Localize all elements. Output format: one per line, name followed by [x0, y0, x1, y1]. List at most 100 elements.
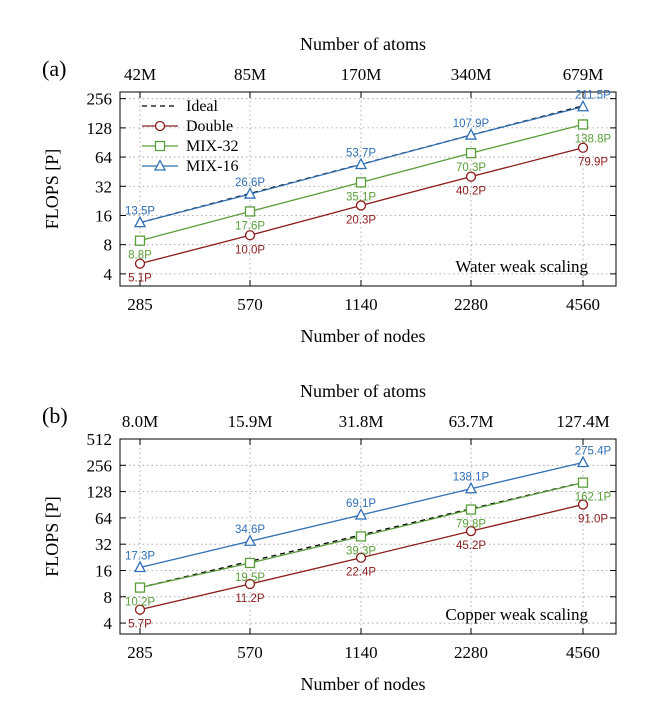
y-tick-label: 4 — [104, 614, 113, 633]
x-top-tick-label: 127.4M — [556, 412, 609, 431]
data-point-mix32 — [465, 504, 477, 515]
data-point-double — [355, 200, 367, 211]
data-label-double: 91.0P — [578, 514, 608, 526]
data-point-double — [244, 230, 256, 241]
data-label-mix32: 8.8P — [128, 250, 152, 262]
x-top-tick-label: 8.0M — [122, 412, 158, 431]
chart-panel-a: 285 42M 570 85M 1140 170M 2280 340M 4560 679M 4 8 16… — [42, 34, 617, 346]
data-label-double: 20.3P — [346, 214, 376, 226]
panel-label: (a) — [42, 56, 66, 81]
y-axis-title: FLOPS [P] — [42, 149, 62, 230]
plot-frame — [119, 91, 617, 287]
y-tick-label: 32 — [95, 177, 112, 196]
x-tick-label: 2280 — [454, 295, 488, 314]
data-point-mix32 — [244, 557, 256, 569]
x-top-tick-label: 170M — [341, 65, 382, 84]
data-point-double — [577, 499, 589, 510]
data-label-mix32: 10.2P — [125, 597, 155, 609]
x-axis-title: Number of nodes — [301, 674, 426, 694]
data-point-double — [355, 552, 367, 563]
data-label-mix16: 13.5P — [125, 206, 155, 218]
y-tick-label: 16 — [95, 206, 112, 225]
y-tick-label: 32 — [95, 535, 112, 554]
x-tick-label: 570 — [237, 295, 263, 314]
y-tick-label: 16 — [95, 561, 112, 580]
x-tick-label: 4560 — [566, 643, 600, 662]
data-point-mix32 — [465, 147, 477, 159]
data-label-mix16: 211.5P — [575, 90, 611, 102]
data-label-mix16: 107.9P — [453, 118, 490, 130]
data-point-mix16 — [354, 508, 368, 520]
x-top-tick-label: 85M — [234, 65, 266, 84]
data-point-mix32 — [134, 582, 146, 593]
y-tick-label: 64 — [95, 509, 113, 528]
legend-label-double: Double — [186, 118, 233, 135]
data-label-double: 45.2P — [456, 540, 486, 552]
data-point-mix16 — [464, 128, 478, 140]
data-point-mix16 — [576, 99, 590, 112]
data-label-mix16: 17.3P — [125, 551, 155, 563]
x-top-tick-label: 679M — [563, 65, 604, 84]
x-tick-label: 285 — [127, 643, 153, 662]
data-label-double: 5.7P — [128, 619, 152, 631]
y-tick-label: 512 — [87, 430, 113, 449]
data-point-double — [244, 578, 256, 590]
plot-frame — [119, 438, 617, 635]
data-label-double: 10.0P — [235, 244, 265, 256]
x-top-tick-label: 15.9M — [228, 412, 273, 431]
data-label-double: 22.4P — [346, 567, 376, 579]
y-tick-label: 4 — [104, 265, 113, 284]
data-label-mix32: 138.8P — [575, 133, 612, 145]
data-label-mix16: 69.1P — [346, 498, 376, 510]
data-label-mix32: 70.3P — [456, 162, 486, 174]
data-point-mix32 — [134, 235, 146, 246]
data-label-mix32: 79.8P — [456, 519, 486, 531]
data-point-double — [577, 142, 589, 153]
legend: Ideal Double MIX-32 MIX-16 — [142, 98, 238, 175]
data-label-mix32: 17.6P — [235, 220, 265, 232]
data-point-mix16 — [133, 560, 147, 573]
data-label-mix32: 162.1P — [575, 492, 612, 504]
data-point-mix32 — [244, 206, 256, 217]
legend-label-ideal: Ideal — [186, 98, 219, 115]
data-point-mix16 — [243, 187, 257, 199]
data-point-double — [465, 525, 477, 537]
data-label-double: 5.1P — [128, 273, 152, 285]
x-tick-label: 4560 — [566, 295, 600, 314]
chart-panel-b: 285 8.0M 570 15.9M 1140 31.8M 2280 63.7M 4560 127… — [42, 381, 617, 694]
data-label-double: 11.2P — [235, 593, 265, 605]
x-top-tick-label: 340M — [451, 65, 492, 84]
data-point-mix16 — [133, 215, 147, 228]
x-tick-label: 1140 — [344, 643, 377, 662]
x-tick-label: 2280 — [454, 643, 488, 662]
x-tick-label: 1140 — [344, 295, 377, 314]
data-label-mix32: 39.3P — [346, 545, 376, 557]
data-label-mix16: 138.1P — [453, 472, 490, 484]
data-label-mix32: 35.1P — [346, 191, 376, 203]
data-point-mix32 — [577, 119, 589, 130]
legend-marker-mix16 — [153, 159, 167, 171]
legend-marker-double — [154, 120, 166, 132]
y-tick-label: 256 — [87, 90, 113, 109]
data-point-mix32 — [577, 477, 589, 488]
y-tick-label: 8 — [104, 236, 113, 255]
data-point-double — [134, 258, 146, 269]
data-label-double: 40.2P — [456, 186, 486, 198]
data-label-double: 79.9P — [578, 157, 608, 169]
y-tick-label: 128 — [87, 119, 113, 138]
x-top-tick-label: 63.7M — [449, 412, 494, 431]
data-label-mix16: 275.4P — [575, 446, 612, 458]
data-point-double — [465, 171, 477, 182]
x-top-axis-title: Number of atoms — [300, 381, 426, 401]
data-point-mix16 — [354, 157, 368, 170]
x-top-tick-label: 42M — [124, 65, 156, 84]
data-label-mix16: 34.6P — [235, 524, 265, 536]
y-tick-label: 128 — [87, 483, 113, 502]
data-point-mix16 — [243, 534, 257, 546]
x-tick-label: 570 — [237, 643, 263, 662]
data-point-mix16 — [464, 481, 478, 494]
panel-label: (b) — [42, 403, 68, 428]
panel-annotation: Copper weak scaling — [445, 605, 588, 624]
x-axis-title: Number of nodes — [301, 326, 426, 346]
